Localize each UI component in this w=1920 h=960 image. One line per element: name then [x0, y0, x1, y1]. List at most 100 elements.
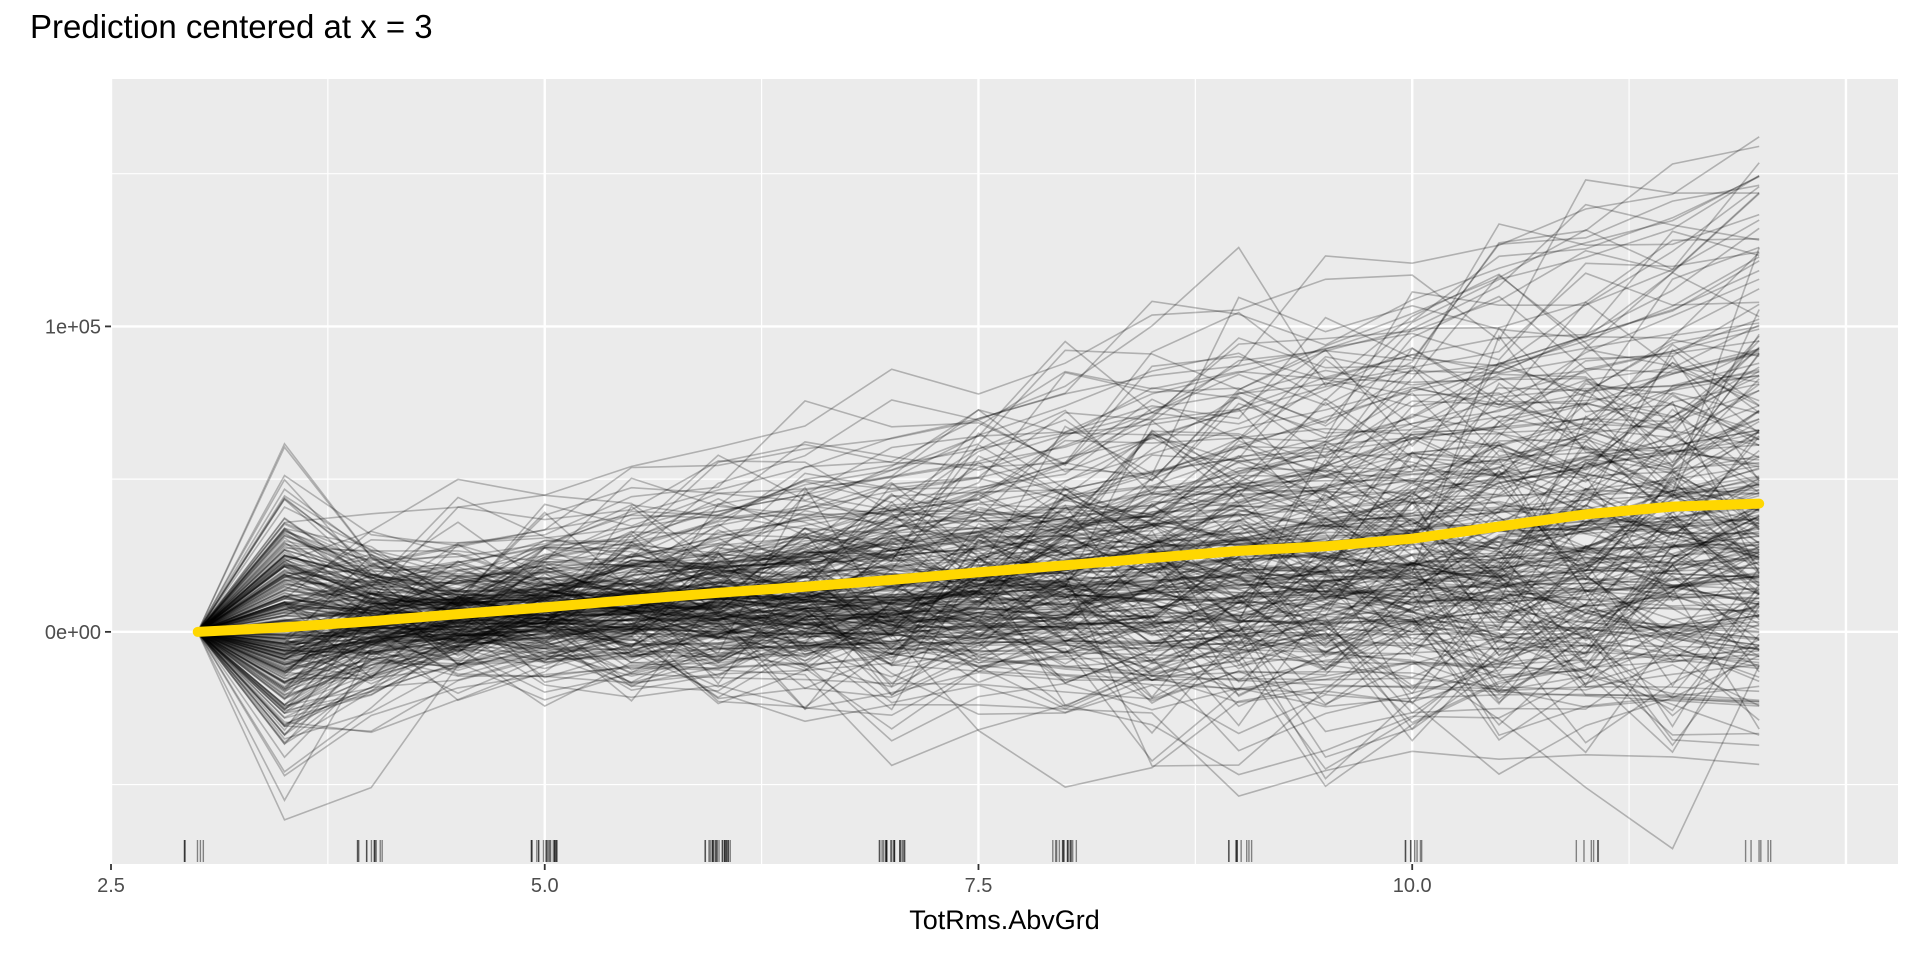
ice-curve	[197, 410, 1760, 633]
ice-curve	[197, 552, 1760, 691]
x-tick-label: 2.5	[97, 875, 125, 897]
ice-curve	[197, 348, 1760, 633]
ice-curve	[197, 185, 1760, 633]
ice-curve	[197, 544, 1760, 731]
ice-curve	[197, 587, 1760, 730]
ice-curve	[197, 553, 1760, 754]
major-gridlines	[109, 79, 1898, 864]
ice-curve	[197, 493, 1760, 653]
ice-curve	[197, 449, 1760, 740]
ice-curve	[197, 534, 1760, 673]
ice-curve	[197, 352, 1760, 633]
ice-curve	[197, 470, 1760, 700]
x-tick-label: 10.0	[1393, 875, 1432, 897]
ice-curve	[197, 420, 1760, 640]
ice-curve	[197, 476, 1760, 688]
ice-curve	[197, 219, 1760, 633]
ice-curve	[197, 460, 1760, 726]
ice-curve	[197, 449, 1760, 656]
ice-curve	[197, 511, 1760, 666]
ice-curve	[197, 551, 1760, 673]
ice-curve	[197, 523, 1760, 662]
ice-curve	[197, 496, 1760, 652]
ice-curve	[197, 572, 1760, 767]
ice-curve	[197, 551, 1760, 701]
ice-curve	[197, 528, 1760, 644]
ice-curve	[197, 589, 1760, 706]
ice-curve	[196, 558, 1760, 802]
pdp-line-group	[192, 498, 1765, 637]
rug-marks	[183, 840, 1772, 862]
ice-curve	[197, 358, 1760, 633]
ice-curve	[197, 415, 1760, 702]
ice-curve	[197, 326, 1760, 633]
ice-curve	[197, 272, 1760, 633]
ice-curve	[197, 549, 1760, 655]
ice-curve	[197, 607, 1760, 683]
ice-curve	[197, 288, 1760, 678]
ice-curve	[197, 569, 1760, 657]
ice-curve	[197, 631, 1760, 734]
ice-curve	[197, 444, 1760, 640]
pdp-line	[192, 498, 1765, 637]
ice-curve	[197, 501, 1760, 637]
ice-curve	[197, 252, 1760, 633]
ice-curve	[197, 591, 1760, 699]
ice-curve	[197, 575, 1760, 679]
ice-curve	[197, 537, 1760, 688]
ice-curve	[197, 631, 1760, 736]
ice-curve	[197, 502, 1760, 687]
ice-curve	[197, 419, 1760, 715]
ice-curve	[197, 509, 1760, 649]
ice-curve	[197, 556, 1760, 711]
ice-curve	[197, 295, 1760, 668]
ice-curve	[197, 467, 1760, 651]
ice-curve	[197, 470, 1760, 647]
ice-curve	[197, 350, 1760, 638]
ice-curve	[197, 469, 1760, 657]
ice-curve	[197, 579, 1760, 741]
ice-curve	[197, 145, 1760, 645]
ice-curve	[197, 309, 1760, 656]
ice-curve	[197, 541, 1760, 714]
ice-curve	[197, 492, 1760, 633]
ice-curve	[197, 521, 1760, 690]
ice-curve	[197, 624, 1760, 776]
ice-curve	[197, 503, 1760, 691]
ice-curve	[197, 251, 1760, 701]
x-axis-title: TotRms.AbvGrd	[909, 905, 1100, 935]
ice-curve	[197, 162, 1760, 633]
ice-curve	[197, 530, 1760, 712]
x-tick-label: 5.0	[531, 875, 559, 897]
axes: 0e+00 1e+05 2.5 5.0 7.5 10.0	[45, 316, 1432, 897]
ice-curve	[197, 378, 1760, 645]
ice-curve	[197, 347, 1760, 652]
ice-curves	[196, 136, 1760, 850]
ice-curve	[197, 582, 1760, 678]
ice-curve	[197, 193, 1760, 656]
ice-curve	[197, 440, 1760, 735]
ice-curve	[197, 475, 1760, 664]
ice-curve	[197, 409, 1760, 633]
ice-curve	[197, 429, 1760, 773]
ice-curve	[197, 324, 1760, 633]
ice-curve	[197, 260, 1760, 660]
ice-curve	[197, 605, 1760, 733]
ice-curve	[197, 382, 1760, 639]
ice-curve	[197, 459, 1760, 706]
ice-curve	[197, 521, 1760, 650]
ice-curve	[197, 343, 1760, 647]
ice-curve	[196, 442, 1760, 670]
ice-curve	[197, 524, 1760, 708]
ice-curve	[197, 504, 1760, 709]
ice-curve	[197, 588, 1760, 742]
ice-curve	[197, 483, 1760, 669]
ice-curve	[197, 337, 1760, 736]
ice-curve	[197, 631, 1760, 788]
ice-curve	[197, 515, 1760, 675]
ice-curve	[197, 561, 1760, 662]
ice-curve	[197, 515, 1760, 633]
minor-gridlines	[111, 79, 1898, 864]
ice-curve	[197, 179, 1760, 633]
ice-curve	[197, 566, 1760, 754]
